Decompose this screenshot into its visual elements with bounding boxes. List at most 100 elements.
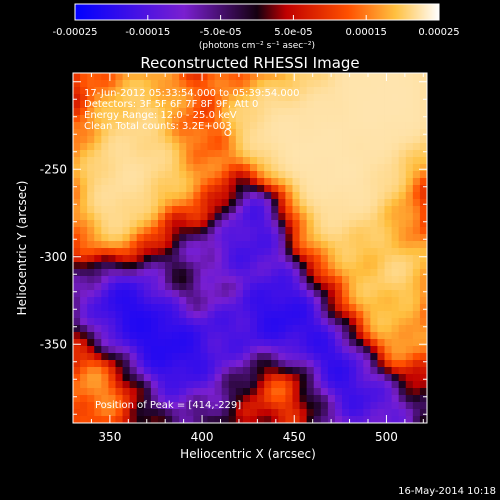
heatmap-cell — [108, 290, 116, 298]
heatmap-cell — [221, 388, 230, 396]
heatmap-cell — [349, 290, 357, 298]
heatmap-cell — [398, 395, 407, 403]
heatmap-cell — [186, 276, 194, 284]
heatmap-cell — [136, 227, 145, 235]
heatmap-cell — [257, 227, 265, 235]
heatmap-cell — [342, 353, 350, 361]
heatmap-cell — [115, 395, 123, 403]
heatmap-cell — [221, 234, 230, 242]
heatmap-cell — [108, 185, 116, 193]
heatmap-cell — [186, 248, 194, 256]
heatmap-cell — [115, 311, 123, 319]
heatmap-cell — [150, 192, 159, 200]
heatmap-cell — [278, 262, 286, 270]
heatmap-cell — [306, 269, 315, 277]
heatmap-cell — [207, 234, 215, 242]
heatmap-cell — [271, 136, 279, 144]
heatmap-cell — [80, 122, 88, 130]
heatmap-cell — [412, 185, 421, 193]
heatmap-cell — [200, 374, 208, 382]
heatmap-cell — [412, 143, 421, 151]
heatmap-cell — [122, 332, 131, 340]
heatmap-cell — [370, 248, 378, 256]
heatmap-cell — [221, 367, 230, 375]
heatmap-cell — [334, 192, 343, 200]
heatmap-cell — [292, 234, 300, 242]
heatmap-cell — [334, 164, 343, 172]
heatmap-cell — [257, 332, 265, 340]
heatmap-cell — [214, 73, 223, 81]
heatmap-cell — [391, 346, 400, 354]
heatmap-cell — [115, 297, 123, 305]
heatmap-cell — [193, 164, 201, 172]
heatmap-cell — [313, 199, 322, 207]
heatmap-cell — [271, 297, 279, 305]
heatmap-cell — [306, 178, 315, 186]
heatmap-cell — [356, 297, 364, 305]
heatmap-cell — [313, 185, 322, 193]
heatmap-cell — [221, 143, 230, 151]
heatmap-cell — [242, 416, 251, 424]
heatmap-cell — [306, 206, 315, 214]
heatmap-cell — [136, 283, 145, 291]
heatmap-cell — [342, 164, 350, 172]
heatmap-cell — [405, 199, 414, 207]
heatmap-cell — [370, 164, 378, 172]
heatmap-cell — [129, 283, 138, 291]
heatmap-cell — [136, 157, 145, 165]
heatmap-cell — [292, 374, 300, 382]
heatmap-cell — [398, 360, 407, 368]
heatmap-cell — [94, 101, 102, 109]
heatmap-cell — [264, 409, 272, 417]
heatmap-cell — [285, 213, 293, 221]
heatmap-cell — [342, 388, 350, 396]
heatmap-cell — [136, 143, 145, 151]
heatmap-cell — [349, 136, 357, 144]
heatmap-cell — [80, 87, 88, 95]
heatmap-cell — [306, 297, 315, 305]
heatmap-cell — [384, 381, 392, 389]
heatmap-cell — [313, 353, 322, 361]
heatmap-cell — [143, 388, 152, 396]
heatmap-cell — [108, 171, 116, 179]
heatmap-cell — [186, 87, 194, 95]
heatmap-cell — [327, 346, 336, 354]
heatmap-cell — [228, 416, 237, 424]
heatmap-cell — [172, 416, 180, 424]
heatmap-cell — [186, 325, 194, 333]
heatmap-cell — [257, 241, 265, 249]
heatmap-cell — [384, 297, 392, 305]
heatmap-cell — [73, 234, 81, 242]
heatmap-cell — [313, 143, 322, 151]
heatmap-cell — [214, 304, 223, 312]
heatmap-cell — [235, 185, 244, 193]
heatmap-cell — [235, 94, 244, 102]
heatmap-cell — [285, 395, 293, 403]
heatmap-cell — [200, 80, 208, 88]
heatmap-cell — [150, 367, 159, 375]
heatmap-cell — [299, 311, 308, 319]
heatmap-cell — [73, 325, 81, 333]
heatmap-cell — [179, 101, 187, 109]
colorbar-tick-label: -5.0e-05 — [200, 27, 242, 38]
heatmap-cell — [172, 115, 180, 123]
heatmap-cell — [285, 227, 293, 235]
heatmap-cell — [235, 150, 244, 158]
heatmap-cell — [115, 94, 123, 102]
heatmap-cell — [250, 199, 258, 207]
heatmap-cell — [193, 388, 201, 396]
heatmap-cell — [221, 304, 230, 312]
heatmap-cell — [172, 136, 180, 144]
heatmap-cell — [186, 262, 194, 270]
y-tick-label: -300 — [40, 250, 67, 264]
heatmap-cell — [242, 402, 251, 410]
heatmap-cell — [285, 248, 293, 256]
heatmap-cell — [257, 409, 265, 417]
heatmap-cell — [384, 150, 392, 158]
heatmap-cell — [377, 311, 385, 319]
heatmap-cell — [342, 199, 350, 207]
heatmap-cell — [228, 409, 237, 417]
heatmap-cell — [370, 297, 378, 305]
heatmap-cell — [143, 87, 152, 95]
heatmap-cell — [356, 122, 364, 130]
